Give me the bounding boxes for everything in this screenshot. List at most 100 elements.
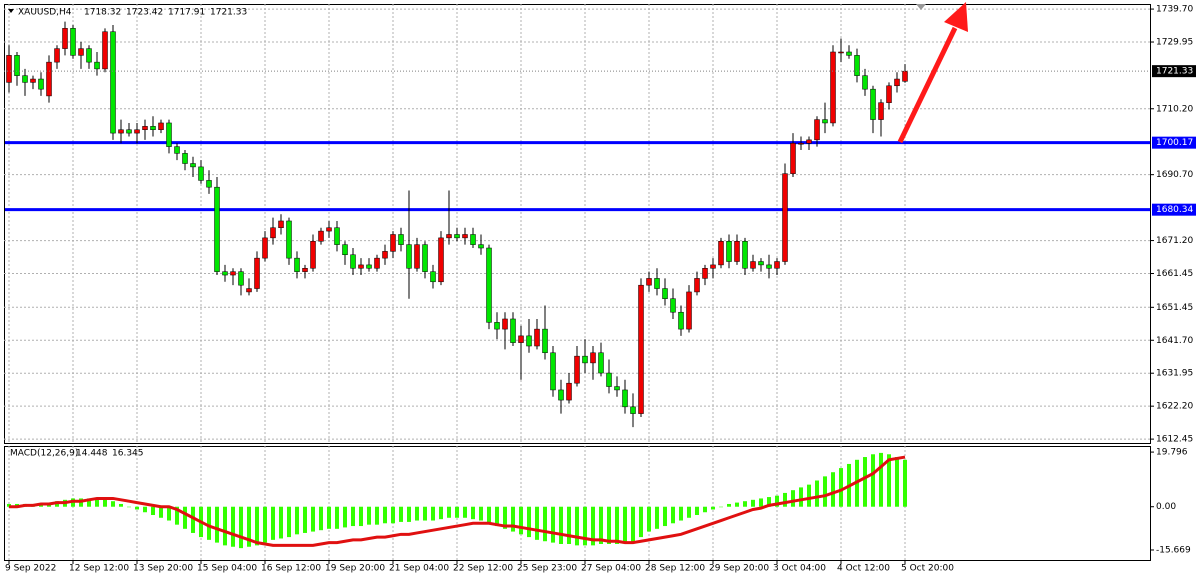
candle-body (54, 48, 60, 63)
candle-body (374, 257, 380, 269)
macd-bar (879, 452, 883, 507)
price-label: 1721.33 (1156, 67, 1193, 77)
macd-bar (655, 506, 659, 529)
candle-body (766, 264, 772, 269)
candle-body (862, 75, 868, 90)
candle-body (886, 85, 892, 103)
macd-bar (255, 506, 259, 546)
macd-bar (135, 506, 139, 510)
y-tick-label: 1612.45 (1156, 435, 1193, 445)
macd-bar (383, 506, 387, 524)
candle-body (286, 220, 292, 259)
macd-bar (87, 498, 91, 507)
candle-body (798, 142, 804, 145)
macd-signal (9, 455, 906, 547)
candle-body (878, 102, 884, 120)
y-tick-label: 1622.20 (1156, 402, 1193, 412)
candle-body (622, 389, 628, 408)
candle-body (718, 240, 724, 266)
candle-body (46, 61, 52, 97)
candle-body (558, 389, 564, 401)
candle-body (822, 119, 828, 124)
candle-body (158, 122, 164, 130)
macd-bar (231, 506, 235, 547)
candle-body (278, 220, 284, 228)
candle-body (662, 288, 668, 299)
candle-body (902, 70, 908, 82)
candle-body (462, 234, 468, 239)
candle-body (262, 237, 268, 259)
candle-body (110, 31, 116, 134)
candle-body (422, 244, 428, 272)
candle-body (566, 382, 572, 401)
candle-body (246, 288, 252, 293)
macd-bar (551, 506, 555, 543)
candle-body (518, 335, 524, 343)
macd-bar (895, 457, 899, 507)
level-label: 1680.34 (1156, 205, 1193, 215)
macd-bar (319, 506, 323, 531)
header-high: 1723.42 (126, 8, 163, 18)
macd-bar (263, 506, 267, 543)
candle-body (150, 126, 156, 130)
y-tick-label: 1661.45 (1156, 269, 1193, 279)
x-tick-label: 9 Sep 2022 (5, 564, 56, 574)
candle-body (814, 119, 820, 141)
macd-bar (743, 501, 747, 507)
y-tick-label: 1710.20 (1156, 104, 1193, 114)
macd-bar (359, 506, 363, 527)
macd-bar (519, 506, 523, 535)
candle-body (166, 122, 172, 147)
macd-bar (839, 468, 843, 507)
candle-body (126, 129, 132, 134)
candle-body (782, 173, 788, 262)
macd-bar (167, 506, 171, 521)
x-tick-label: 13 Sep 20:00 (133, 564, 193, 574)
macd-title: MACD(12,26,9) (10, 449, 78, 459)
macd-bar (159, 506, 163, 518)
macd-bar (639, 506, 643, 538)
candle-body (742, 240, 748, 269)
candle-body (38, 78, 44, 90)
y-tick-label: 1729.95 (1156, 38, 1193, 48)
candle-body (358, 264, 364, 269)
macd-bar (343, 506, 347, 528)
candle-body (870, 88, 876, 120)
candle-body (406, 244, 412, 269)
macd-bar (247, 506, 251, 547)
header-close: 1721.33 (210, 8, 247, 18)
candle-body (206, 180, 212, 188)
candle-body (174, 146, 180, 154)
candle-body (446, 234, 452, 239)
macd-bar (143, 506, 147, 513)
candle-body (526, 335, 532, 347)
candle-body (414, 244, 420, 269)
macd-bar (239, 506, 243, 549)
arrow-shaft (897, 26, 958, 144)
x-tick-label: 3 Oct 04:00 (773, 564, 826, 574)
macd-bar (391, 506, 395, 524)
macd-bar (575, 506, 579, 546)
macd-bar (679, 506, 683, 521)
candle-body (830, 51, 836, 124)
macd-bar (615, 506, 619, 544)
macd-readout: 16.345 (112, 449, 144, 459)
candle-body (438, 237, 444, 283)
collapse-icon (8, 9, 14, 13)
macd-bar (423, 506, 427, 521)
header-open: 1718.32 (84, 8, 121, 18)
candle-body (118, 129, 124, 134)
macd-bar (431, 506, 435, 521)
macd-bar (823, 476, 827, 507)
macd-bar (583, 506, 587, 546)
candle-body (470, 234, 476, 245)
candle-body (582, 355, 588, 364)
candle-body (70, 28, 76, 56)
candle-body (366, 264, 372, 269)
candle-body (350, 254, 356, 269)
y-tick-label: 1739.70 (1156, 5, 1193, 15)
candle-body (198, 166, 204, 181)
macd-bar (591, 506, 595, 546)
candle-body (646, 278, 652, 286)
